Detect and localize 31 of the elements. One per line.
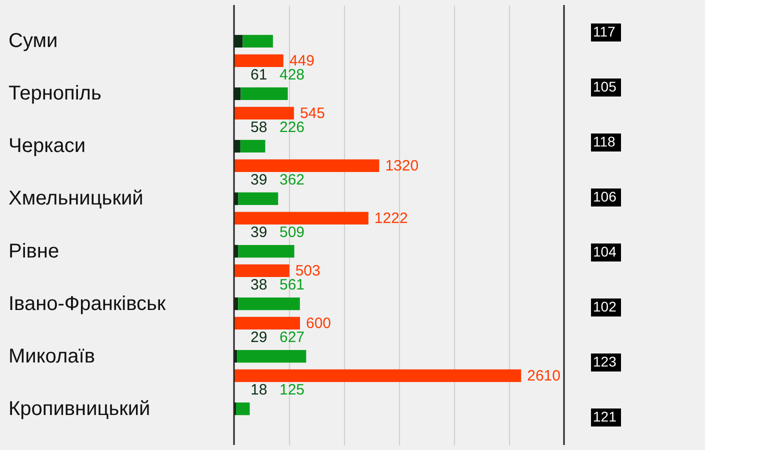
data-label: 58 (250, 118, 268, 136)
data-label: 125 (280, 381, 305, 398)
y-tick-label: Хмельницький (8, 188, 144, 210)
data-label: 1222 (374, 210, 408, 228)
data-label: 106 (593, 188, 617, 204)
data-label: 509 (280, 224, 305, 241)
data-label: 1320 (385, 158, 419, 175)
data-label: 118 (593, 134, 616, 150)
y-tick-label: Тернопіль (8, 82, 102, 105)
data-label: 123 (593, 354, 617, 370)
data-label: 627 (280, 328, 305, 346)
data-label: 39 (250, 224, 268, 241)
data-label: 61 (250, 66, 268, 84)
data-label: 2610 (527, 368, 560, 385)
y-tick-label: Черкаси (8, 135, 86, 158)
data-label: 117 (593, 24, 616, 40)
y-tick-label: Івано-Франківськ (8, 292, 166, 315)
y-tick-label: Кропивницький (8, 398, 150, 420)
y-tick-label: Миколаїв (8, 345, 95, 368)
data-label: 29 (250, 328, 268, 346)
data-label: 104 (593, 244, 617, 260)
y-tick-label: Суми (8, 30, 58, 52)
data-label: 39 (250, 171, 268, 188)
data-label: 105 (593, 78, 617, 94)
data-label: 121 (593, 408, 617, 424)
data-label: 102 (593, 298, 617, 314)
data-label: 38 (250, 276, 268, 294)
y-tick-label: Рівне (8, 240, 60, 262)
data-label: 18 (250, 381, 268, 398)
data-label: 600 (306, 315, 332, 332)
data-label: 362 (280, 171, 305, 188)
